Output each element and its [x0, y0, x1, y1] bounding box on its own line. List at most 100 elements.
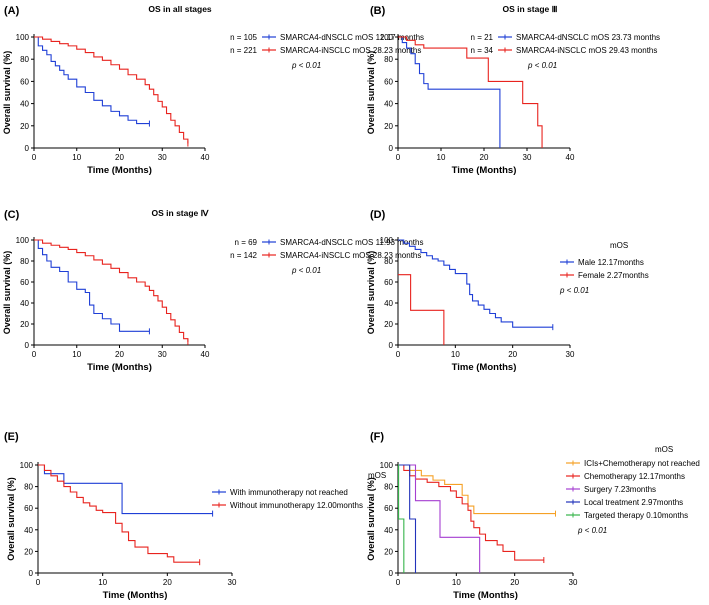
panel-label: (E): [4, 431, 19, 443]
x-tick-label: 30: [158, 350, 167, 359]
legend-label: SMARCA4-iNSCLC mOS 29.43 months: [516, 46, 657, 55]
legend-n: n = 221: [230, 46, 257, 55]
legend-label: SMARCA4-dNSCLC mOS 23.73 months: [516, 33, 660, 42]
x-tick-label: 10: [452, 578, 461, 587]
y-tick-label: 100: [20, 461, 34, 470]
legend-label: Chemotherapy 12.17months: [584, 472, 685, 481]
y-tick-label: 60: [24, 504, 33, 513]
legend-header: mOS: [610, 241, 628, 250]
y-tick-label: 20: [384, 122, 393, 131]
legend-label: Female 2.27months: [578, 271, 649, 280]
survival-curve-1: [398, 274, 445, 345]
p-value-note: p < 0.01: [291, 61, 321, 70]
legend-n: n = 105: [230, 33, 257, 42]
x-tick-label: 0: [396, 153, 401, 162]
legend-label: Targeted therapy 0.10months: [584, 511, 688, 520]
legend-label: Local treatment 2.97months: [584, 498, 683, 507]
km-panel-4: (E) 0 20 40 60 80 100 0 10 20 30 Time (Months) Overa…: [4, 431, 386, 601]
y-tick-label: 20: [20, 320, 29, 329]
survival-curve-1: [34, 239, 189, 342]
y-tick-label: 60: [384, 278, 393, 287]
km-panel-5: (F) 0 20 40 60 80 100 0 10 20 30 Time (Months) Overa…: [366, 431, 700, 601]
y-tick-label: 80: [20, 257, 29, 266]
y-tick-label: 80: [20, 55, 29, 64]
panel-label: (A): [4, 5, 20, 17]
x-axis-label: Time (Months): [87, 165, 152, 176]
y-tick-label: 0: [25, 341, 30, 350]
panel-label: (F): [370, 431, 384, 443]
panel-title: OS in stage Ⅲ: [503, 4, 558, 14]
x-tick-label: 30: [158, 153, 167, 162]
x-tick-label: 40: [201, 153, 210, 162]
y-tick-label: 20: [24, 547, 33, 556]
legend-label: SMARCA4-iNSCLC mOS 28.23 months: [280, 251, 421, 260]
survival-curve-0: [398, 464, 556, 515]
survival-curve-3: [398, 464, 417, 573]
panel-title: OS in all stages: [148, 4, 212, 14]
survival-curve-1: [34, 36, 189, 144]
y-axis-label: Overall survival (%): [366, 251, 376, 335]
legend-label: SMARCA4-dNSCLC mOS 11.93 months: [280, 238, 423, 247]
legend-label: Surgery 7.23months: [584, 485, 656, 494]
x-tick-label: 10: [437, 153, 446, 162]
x-tick-label: 0: [36, 578, 41, 587]
x-tick-label: 20: [510, 578, 519, 587]
x-tick-label: 20: [163, 578, 172, 587]
p-value-note: p < 0.01: [577, 526, 607, 535]
y-axis-label: Overall survival (%): [6, 477, 16, 561]
x-tick-label: 20: [115, 350, 124, 359]
x-tick-label: 20: [508, 350, 517, 359]
x-tick-label: 20: [115, 153, 124, 162]
x-tick-label: 0: [32, 350, 37, 359]
x-tick-label: 10: [72, 153, 81, 162]
y-tick-label: 60: [384, 77, 393, 86]
legend-label: Male 12.17months: [578, 258, 644, 267]
y-tick-label: 100: [16, 33, 30, 42]
x-axis-label: Time (Months): [103, 590, 168, 601]
y-tick-label: 40: [24, 526, 33, 535]
legend-n: n = 69: [235, 238, 258, 247]
km-panel-2: (C) OS in stage Ⅳ 0 20 40 60 80 100 0 10 20 30 40 Tim…: [2, 208, 423, 373]
y-tick-label: 40: [384, 299, 393, 308]
y-tick-label: 100: [380, 461, 394, 470]
survival-curve-1: [398, 464, 544, 561]
x-tick-label: 30: [523, 153, 532, 162]
y-tick-label: 20: [384, 547, 393, 556]
panel-title: OS in stage Ⅳ: [152, 208, 210, 218]
survival-curve-0: [398, 239, 553, 328]
x-tick-label: 10: [72, 350, 81, 359]
y-tick-label: 0: [389, 341, 394, 350]
x-tick-label: 0: [396, 350, 401, 359]
y-tick-label: 0: [389, 144, 394, 153]
y-tick-label: 100: [380, 236, 394, 245]
y-tick-label: 0: [25, 144, 30, 153]
y-tick-label: 0: [389, 569, 394, 578]
legend-header: mOS: [655, 445, 673, 454]
survival-curve-2: [398, 464, 481, 573]
x-tick-label: 30: [569, 578, 578, 587]
y-tick-label: 80: [24, 483, 33, 492]
x-axis-label: Time (Months): [452, 165, 517, 176]
y-tick-label: 0: [29, 569, 34, 578]
panel-label: (B): [370, 5, 386, 17]
x-axis-label: Time (Months): [452, 362, 517, 373]
legend-label: SMARCA4-iNSCLC mOS 28.23 months: [280, 46, 421, 55]
km-panel-3: (D) 0 20 40 60 80 100 0 10 20 30 Time (Months) Overa…: [366, 209, 649, 373]
survival-curve-0: [38, 464, 213, 515]
legend-n: n = 34: [471, 46, 494, 55]
survival-curve-0: [34, 239, 150, 332]
survival-curve-0: [34, 36, 150, 125]
p-value-note: p < 0.01: [291, 266, 321, 275]
x-tick-label: 40: [201, 350, 210, 359]
y-tick-label: 80: [384, 483, 393, 492]
y-axis-label: Overall survival (%): [2, 251, 12, 335]
survival-curve-4: [398, 464, 405, 573]
p-value-note: p < 0.01: [559, 286, 589, 295]
y-axis-label: Overall survival (%): [366, 51, 376, 135]
y-tick-label: 60: [20, 278, 29, 287]
survival-curve-0: [398, 36, 501, 148]
y-tick-label: 100: [380, 33, 394, 42]
x-tick-label: 10: [98, 578, 107, 587]
y-tick-label: 20: [384, 320, 393, 329]
x-tick-label: 20: [480, 153, 489, 162]
